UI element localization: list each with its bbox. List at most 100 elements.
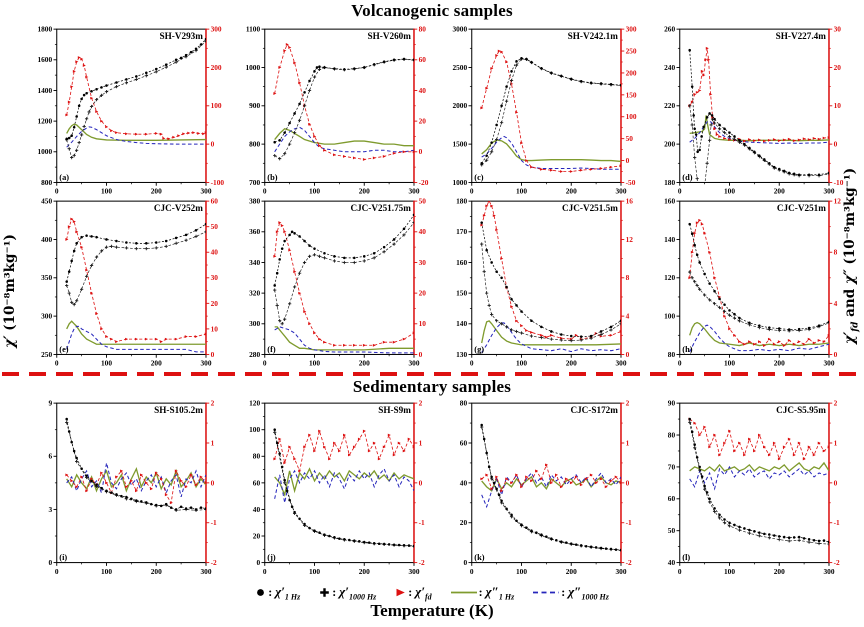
series-chipp1hz-line	[273, 128, 414, 147]
panel-a-chart: 0 100 200 300 800 1000 1200 1400 1600 1800 -100 0 10…	[37, 25, 225, 196]
svg-text:80: 80	[418, 25, 426, 34]
series-chipp1000hz-line	[273, 326, 414, 354]
svg-text:1000: 1000	[37, 147, 52, 156]
sample-label: CJC-V251.5m	[562, 203, 618, 213]
panel-l: 0 100 200 300 40 50 60 70 80 90 -2 -1 0 1 2 CJC-S5.95m (…	[645, 397, 853, 579]
panel-i: 0 100 200 300 0 3 6 9 -2 -1 0 1 2 SH-S105.2m (i)	[22, 397, 230, 579]
svg-text:160: 160	[456, 258, 467, 267]
sample-label: CJC-S5.95m	[776, 405, 826, 415]
left-axis-ticks: 800 1000 1200 1400 1600 1800	[37, 25, 57, 187]
x-axis-ticks: 0 100 200 300	[262, 562, 419, 576]
panel-l-series	[687, 417, 829, 546]
svg-text:0: 0	[470, 567, 474, 576]
right-axis-ticks: -100 0 100 200 300	[205, 25, 225, 187]
x-axis-ticks: 0 100 200 300	[470, 562, 627, 576]
panel-h: 0 100 200 300 80 100 120 140 160 0 4 8 12 CJC-V251m (h…	[645, 195, 853, 371]
x-axis-ticks: 0 100 200 300	[677, 562, 834, 576]
svg-text:20: 20	[460, 518, 468, 527]
svg-text:300: 300	[823, 567, 834, 576]
svg-text:-100: -100	[211, 178, 225, 187]
right-axis-ticks: 0 4 8 12	[828, 197, 841, 359]
svg-text:0: 0	[262, 567, 266, 576]
svg-text:2: 2	[626, 399, 630, 408]
svg-text:70: 70	[667, 462, 675, 471]
panel-a-series	[65, 37, 206, 160]
left-axis-ticks: 700 800 900 1000 1100	[245, 25, 265, 187]
panel-letter: (l)	[682, 553, 690, 562]
panel-g: 0 100 200 300 130 140 150 160 170 180 0 4 8 12 16 CJC-V…	[437, 195, 645, 371]
svg-text:-50: -50	[626, 178, 636, 187]
svg-text:0: 0	[262, 359, 266, 368]
x-axis-ticks: 0 100 200 300	[55, 562, 212, 576]
svg-text:220: 220	[664, 101, 675, 110]
panel-letter: (d)	[682, 173, 692, 182]
svg-text:200: 200	[773, 567, 784, 576]
svg-text:-1: -1	[833, 518, 839, 527]
svg-text:100: 100	[516, 359, 527, 368]
x-axis-ticks: 0 100 200 300	[262, 354, 419, 368]
svg-text:300: 300	[615, 567, 626, 576]
svg-text:40: 40	[667, 558, 675, 567]
series-chipp1000hz-line	[66, 325, 206, 353]
svg-text:8: 8	[833, 248, 837, 257]
svg-text:1800: 1800	[37, 25, 52, 34]
svg-text:40: 40	[418, 227, 426, 236]
series-chipp1000hz-line	[481, 135, 621, 170]
panel-letter: (i)	[59, 553, 67, 562]
svg-text:130: 130	[456, 350, 467, 359]
left-axis-ticks: 0 20 40 60 80	[460, 399, 472, 567]
sample-label: SH-V260m	[367, 31, 411, 41]
svg-text:1000: 1000	[245, 63, 260, 72]
svg-text:40: 40	[252, 505, 260, 514]
svg-text:0: 0	[211, 140, 215, 149]
svg-text:260: 260	[664, 25, 675, 34]
left-axis-ticks: 40 50 60 70 80 90	[667, 399, 680, 567]
series-chi1hz-markers	[65, 37, 206, 140]
panel-row-volcanogenic-2: 0 100 200 300 250 300 350 400 450 0 10 20 30 40 50 60 CJ…	[22, 195, 852, 368]
series-chipp1hz-line	[688, 461, 829, 472]
svg-text:200: 200	[566, 187, 577, 196]
svg-text:20: 20	[418, 289, 426, 298]
legend-label-chi1000hz: : χ′1000 Hz	[332, 584, 377, 602]
left-axis-ticks: 250 300 350 400 450	[41, 197, 57, 359]
svg-text:0: 0	[418, 478, 422, 487]
legend-item-chifd: : χ′fd	[395, 584, 432, 601]
fd-subscript: fd	[850, 321, 861, 332]
svg-text:16: 16	[626, 197, 634, 206]
svg-text:280: 280	[249, 350, 260, 359]
right-axis-ticks: -2 -1 0 1 2	[828, 399, 840, 567]
svg-text:100: 100	[723, 567, 734, 576]
series-chi1hz-line	[688, 419, 829, 543]
plus-legend-icon	[320, 588, 330, 597]
svg-text:380: 380	[249, 197, 260, 206]
svg-text:30: 30	[211, 273, 219, 282]
svg-text:200: 200	[773, 359, 784, 368]
panel-row-volcanogenic-1: 0 100 200 300 800 1000 1200 1400 1600 1800 -100 0 10…	[22, 23, 852, 196]
svg-text:100: 100	[723, 359, 734, 368]
svg-text:300: 300	[626, 25, 637, 34]
svg-text:300: 300	[200, 359, 211, 368]
series-chifd-markers	[687, 46, 829, 143]
series-chipp1hz-line	[481, 320, 621, 346]
series-chipp1000hz-line	[66, 126, 206, 148]
svg-text:10: 10	[833, 101, 841, 110]
circle-legend-icon	[257, 589, 265, 597]
svg-text:0: 0	[55, 567, 59, 576]
series-chifd-markers	[687, 218, 829, 347]
svg-text:300: 300	[249, 319, 260, 328]
svg-text:1: 1	[626, 438, 630, 447]
svg-text:3000: 3000	[452, 25, 467, 34]
series-chipp1000hz-line	[688, 324, 829, 353]
legend-item-chipp1hz: : χ″1 Hz	[450, 584, 514, 601]
solid-line-legend-icon	[450, 591, 477, 594]
svg-text:0: 0	[677, 567, 681, 576]
y-axis-label-left: χ′ (10⁻⁸m³kg⁻¹)	[2, 234, 18, 348]
svg-text:90: 90	[667, 399, 675, 408]
svg-text:60: 60	[460, 438, 468, 447]
svg-text:450: 450	[41, 197, 52, 206]
series-chi1000hz-markers	[687, 104, 829, 181]
sample-label: SH-V227.4m	[775, 31, 826, 41]
svg-text:1400: 1400	[37, 86, 52, 95]
chi-prime-symbol: χ′	[2, 335, 18, 348]
